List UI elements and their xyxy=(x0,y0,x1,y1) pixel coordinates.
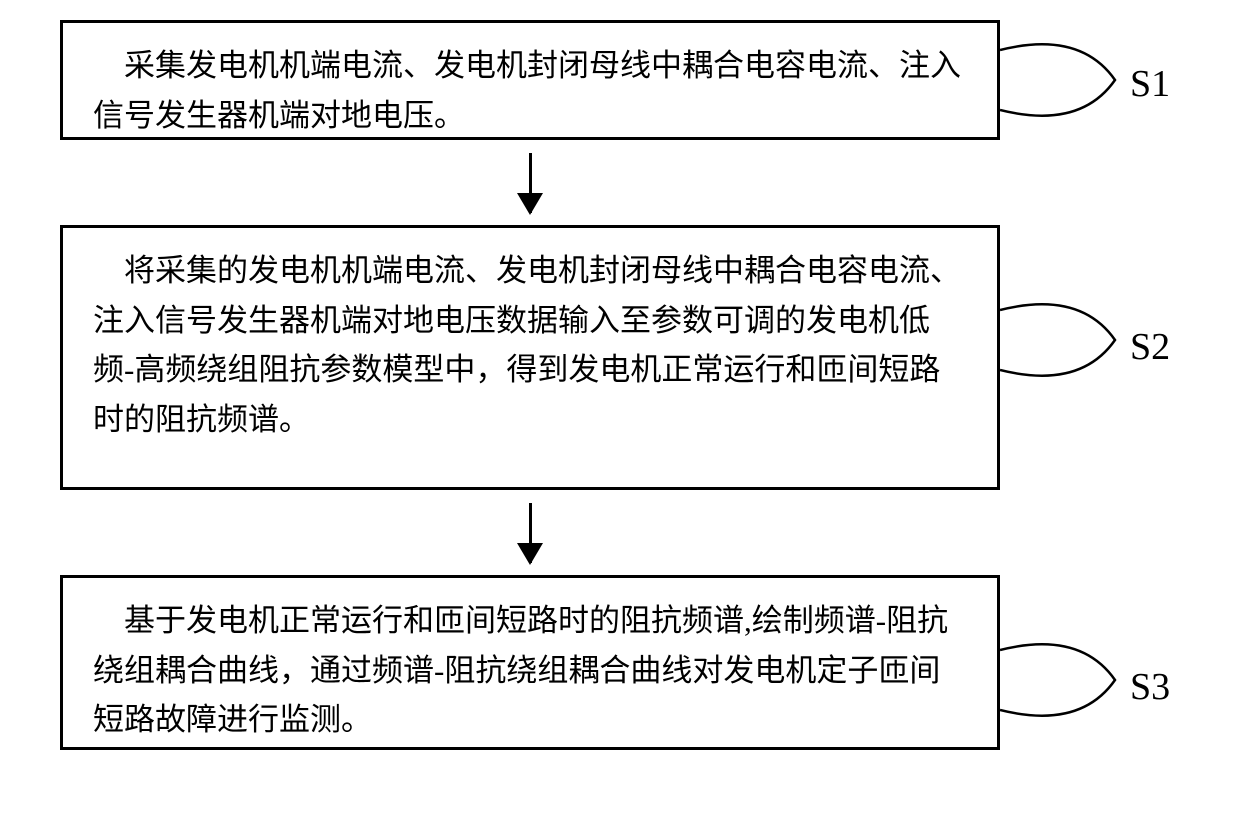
arrow-container-1 xyxy=(60,140,1000,225)
arrow-container-2 xyxy=(60,490,1000,575)
flowchart-box-s2: 将采集的发电机机端电流、发电机封闭母线中耦合电容电流、注入信号发生器机端对地电压… xyxy=(60,225,1000,490)
label-s2: S2 xyxy=(1130,325,1170,369)
connector-curve-s1 xyxy=(1000,40,1130,130)
box-s2-text: 将采集的发电机机端电流、发电机封闭母线中耦合电容电流、注入信号发生器机端对地电压… xyxy=(93,253,961,437)
box-s3-text: 基于发电机正常运行和匝间短路时的阻抗频谱,绘制频谱-阻抗绕组耦合曲线，通过频谱-… xyxy=(93,603,948,737)
connector-curve-s3 xyxy=(1000,640,1130,730)
box-s1-text: 采集发电机机端电流、发电机封闭母线中耦合电容电流、注入信号发生器机端对地电压。 xyxy=(93,48,961,133)
flowchart-box-s3: 基于发电机正常运行和匝间短路时的阻抗频谱,绘制频谱-阻抗绕组耦合曲线，通过频谱-… xyxy=(60,575,1000,750)
arrow-down-icon xyxy=(529,503,532,563)
flowchart-box-s1: 采集发电机机端电流、发电机封闭母线中耦合电容电流、注入信号发生器机端对地电压。 xyxy=(60,20,1000,140)
label-s3: S3 xyxy=(1130,665,1170,709)
connector-curve-s2 xyxy=(1000,300,1130,390)
arrow-down-icon xyxy=(529,153,532,213)
label-s1: S1 xyxy=(1130,62,1170,106)
